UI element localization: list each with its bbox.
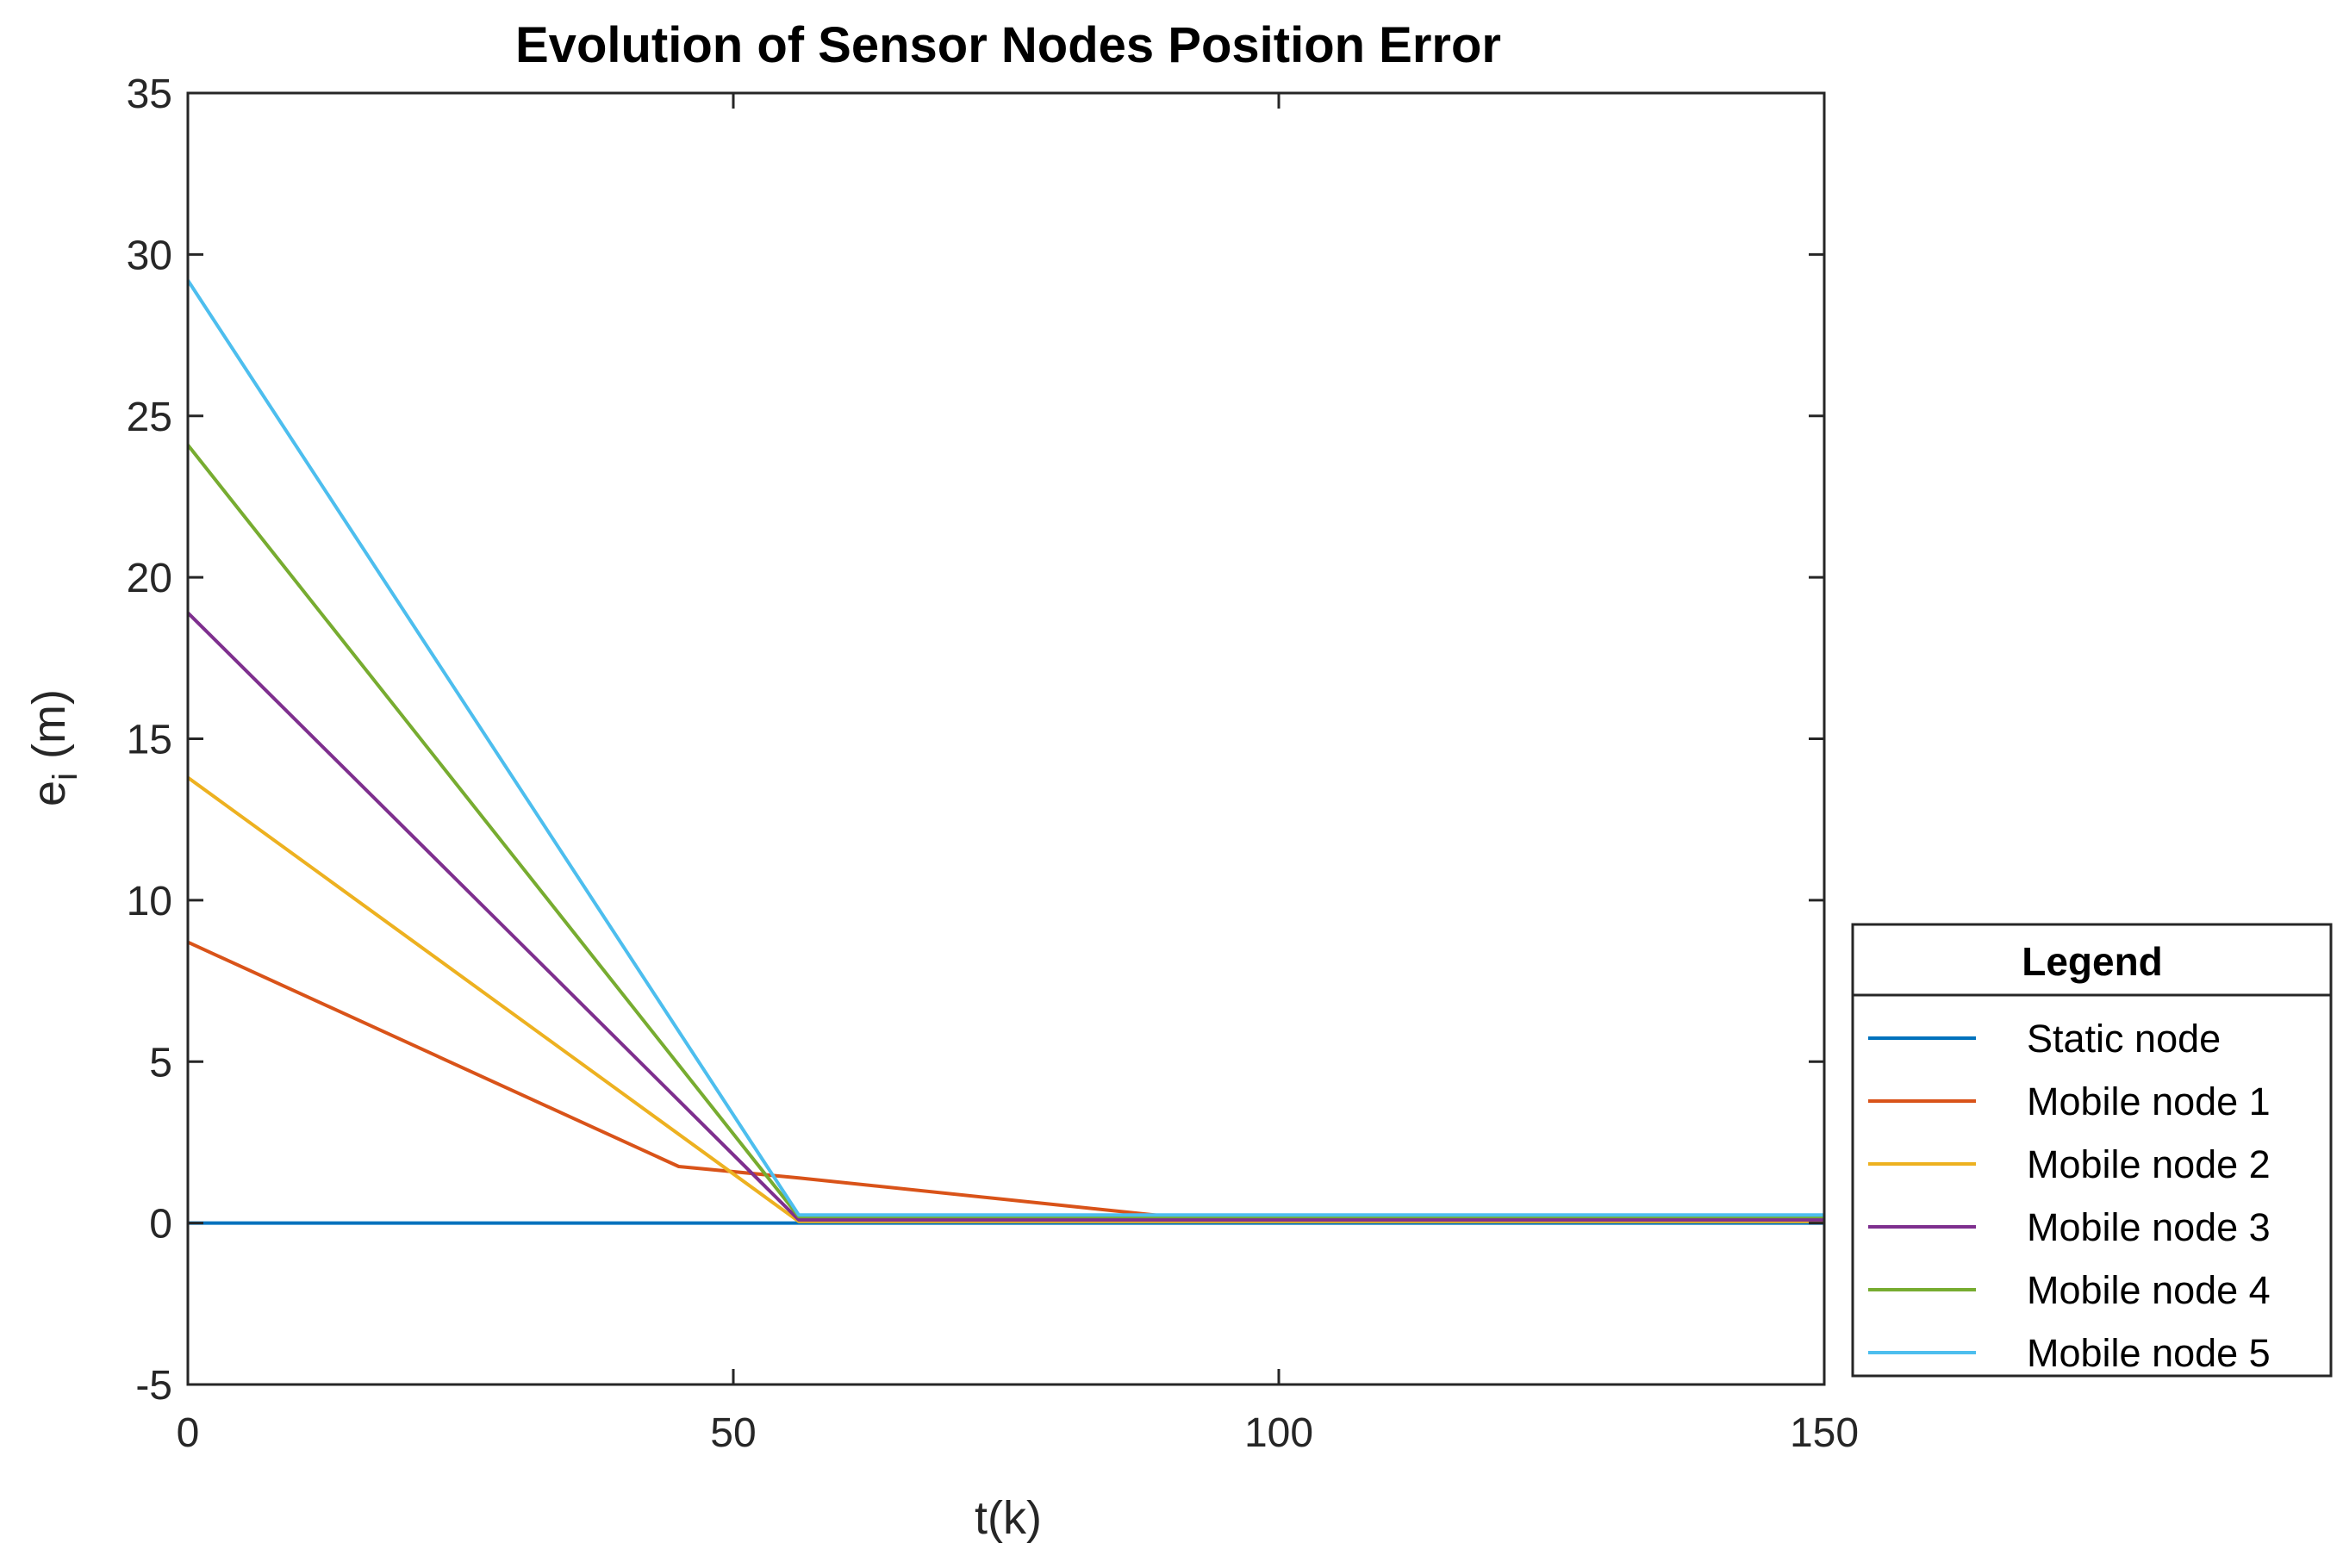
- legend-box: [1851, 923, 2333, 1378]
- legend-title: Legend: [2022, 939, 2163, 984]
- legend-entry-label: Mobile node 3: [2027, 1205, 2271, 1249]
- y-axis-label-subscript: i: [47, 773, 84, 781]
- x-axis-label: t(k): [975, 1492, 1042, 1544]
- y-tick-label: 30: [127, 233, 172, 278]
- svg-text:ei(m): ei (m): [23, 689, 84, 806]
- y-tick-label: -5: [135, 1363, 172, 1409]
- legend-items: Static node Mobile node 1 Mobile node 2 Mob…: [1868, 1017, 2271, 1375]
- legend: Legend Static node Mobile node 1 Mobile no…: [1851, 923, 2333, 1378]
- series-line-mobile-node-5: [186, 279, 1824, 1217]
- y-axis-label: ei (m): [23, 689, 84, 806]
- series-line-mobile-node-4: [186, 444, 1824, 1219]
- legend-entry-label: Static node: [2027, 1017, 2221, 1061]
- y-axis-label-unit: (m): [23, 689, 75, 759]
- y-tick-label: 20: [127, 556, 172, 601]
- chart-title: Evolution of Sensor Nodes Position Error: [515, 17, 1501, 73]
- x-tick-label: 150: [1790, 1410, 1859, 1456]
- y-tick-label: 35: [127, 72, 172, 117]
- y-axis-label-base: e: [23, 781, 75, 806]
- legend-entry-label: Mobile node 5: [2027, 1331, 2271, 1375]
- plot-frame: [186, 91, 1826, 1386]
- y-tick-label: 25: [127, 395, 172, 440]
- x-tick-label: 50: [710, 1410, 756, 1456]
- x-tick-label: 0: [177, 1410, 200, 1456]
- legend-entry-label: Mobile node 4: [2027, 1268, 2271, 1312]
- plot-lines: [186, 279, 1824, 1225]
- y-tick-label: 10: [127, 879, 172, 924]
- y-tick-label: 15: [127, 718, 172, 763]
- y-tick-label: 0: [149, 1202, 172, 1248]
- legend-entry-label: Mobile node 1: [2027, 1080, 2271, 1123]
- y-tick-label: 5: [149, 1040, 172, 1086]
- series-line-mobile-node-2: [186, 775, 1824, 1223]
- legend-entry-label: Mobile node 2: [2027, 1142, 2271, 1186]
- x-tick-label: 100: [1244, 1410, 1313, 1456]
- series-line-mobile-node-1: [187, 940, 1824, 1219]
- series-line-mobile-node-3: [186, 611, 1824, 1222]
